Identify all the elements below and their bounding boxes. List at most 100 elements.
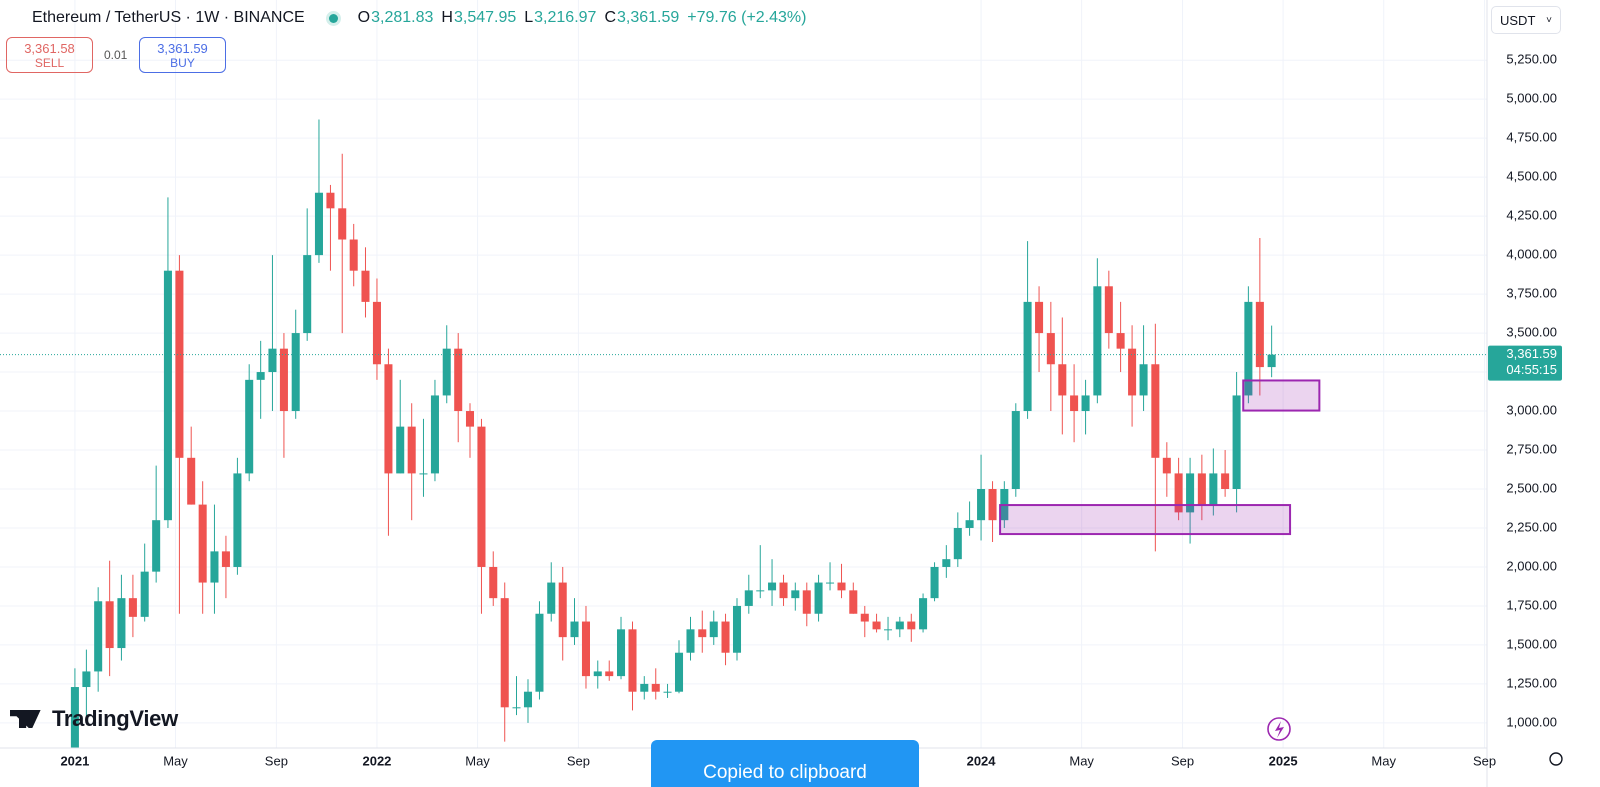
candle-body [268, 348, 277, 373]
candle-body [570, 621, 579, 638]
sell-price: 3,361.58 [24, 41, 75, 56]
candle-body [1186, 473, 1195, 513]
symbol[interactable]: Ethereum / TetherUS · 1W · BINANCE [32, 9, 305, 26]
candle-body [419, 473, 428, 475]
candle-body [744, 590, 753, 606]
symbol-header: Ethereum / TetherUS · 1W · BINANCE O 3,28… [10, 6, 814, 30]
candle-body [884, 629, 893, 631]
y-tick-label: 5,250.00 [1506, 52, 1557, 67]
candle-body [651, 683, 660, 692]
ohlc-value: 3,281.83 [371, 9, 434, 26]
logo-icon [10, 710, 41, 728]
candle-body [814, 582, 823, 614]
candle-body [1081, 395, 1090, 412]
candle-body [1139, 364, 1148, 396]
candle-body [1093, 286, 1102, 396]
settings-icon[interactable] [1549, 752, 1563, 766]
candle-body [628, 629, 637, 692]
candle-body [442, 348, 451, 396]
candle-body [221, 551, 230, 567]
x-tick-label: May [1069, 753, 1094, 768]
candle-body [872, 621, 881, 630]
candle-body [558, 582, 567, 638]
candle-body [1232, 395, 1241, 489]
last-price-label: 3,361.59 [1506, 346, 1557, 361]
y-tick-label: 4,500.00 [1506, 169, 1557, 184]
candle-body [500, 598, 509, 708]
candle-body [1035, 301, 1044, 334]
candle-body [117, 598, 126, 649]
candle-body [163, 270, 172, 521]
candle-body [430, 395, 439, 474]
candle-body [756, 590, 765, 592]
candle-body [256, 372, 265, 380]
candle-body [349, 239, 358, 271]
candle-body [895, 621, 904, 630]
x-tick-label: 2025 [1269, 753, 1298, 768]
candle-body [860, 613, 869, 622]
candle-body [198, 504, 207, 583]
candle-body [407, 426, 416, 474]
candle-body [1244, 301, 1253, 396]
candle-body [465, 411, 475, 427]
candle-body [605, 671, 614, 677]
x-tick-label: May [1371, 753, 1396, 768]
candle-body [396, 426, 405, 474]
ohlc-key: C [604, 9, 616, 26]
candle-body [988, 488, 997, 521]
candle-body [279, 348, 288, 412]
candle-body [128, 598, 137, 617]
currency-select[interactable]: USDT ˅ [1491, 6, 1561, 34]
y-tick-label: 2,000.00 [1506, 558, 1557, 573]
spread: 0.01 [104, 48, 128, 62]
y-tick-label: 4,000.00 [1506, 247, 1557, 262]
buy-button[interactable]: 3,361.59 BUY [139, 37, 226, 73]
zone [999, 504, 1292, 536]
candle-body [1174, 473, 1183, 513]
candle-body [791, 590, 800, 599]
buy-price: 3,361.59 [157, 41, 208, 56]
candle-body [721, 621, 730, 653]
ohlc-key: H [441, 9, 453, 26]
candle-body [826, 582, 835, 584]
y-tick-label: 3,000.00 [1506, 402, 1557, 417]
candle-body [94, 601, 103, 672]
candle-body [140, 571, 149, 617]
candle-body [1255, 301, 1264, 368]
candle-body [105, 601, 114, 649]
logo: TradingView [10, 706, 178, 732]
candle-body [535, 613, 544, 692]
candle-body [709, 621, 718, 638]
toast: Copied to clipboard [651, 740, 919, 787]
candle-body [210, 551, 219, 583]
x-tick-label: 2022 [362, 753, 391, 768]
candle-body [338, 208, 347, 240]
candle-body [965, 520, 974, 528]
ohlc-key: O [357, 9, 371, 26]
event-icon[interactable] [1267, 717, 1291, 741]
currency: USDT [1500, 13, 1536, 28]
candle-body [802, 590, 811, 614]
candle-body [547, 582, 556, 614]
candle-body [953, 527, 962, 560]
candle-body [1197, 473, 1206, 505]
countdown: 04:55:15 [1506, 362, 1557, 377]
sell-button[interactable]: 3,361.58 SELL [6, 37, 93, 73]
market-status [328, 13, 338, 23]
candle-body [919, 598, 928, 630]
candle-body [930, 566, 939, 599]
ohlc-value: 3,547.95 [453, 9, 517, 26]
y-tick-label: 2,750.00 [1506, 441, 1557, 456]
candle-body [1267, 354, 1276, 368]
candle-body [175, 270, 184, 458]
y-tick-label: 1,000.00 [1506, 714, 1557, 729]
candle-body [768, 582, 777, 591]
axes: 1,000.00 1,250.00 1,500.00 1,750.00 2,000.00… [60, 52, 1562, 768]
candle-body [907, 621, 916, 630]
candle-body [1070, 395, 1079, 412]
candle-body [1116, 333, 1125, 349]
candle-body [686, 629, 695, 653]
logo-text: TradingView [52, 706, 178, 731]
candle-body [1023, 301, 1032, 412]
